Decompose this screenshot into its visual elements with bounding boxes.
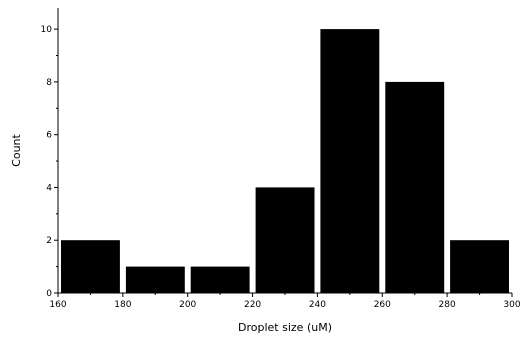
bar-200-220 bbox=[190, 266, 250, 293]
x-tick-label-240: 240 bbox=[309, 300, 326, 310]
x-tick-label-300: 300 bbox=[503, 300, 520, 310]
bar-220-240 bbox=[255, 187, 315, 293]
y-tick-label-10: 10 bbox=[41, 25, 53, 35]
x-tick-label-280: 280 bbox=[439, 300, 456, 310]
x-tick-label-160: 160 bbox=[49, 300, 66, 310]
y-tick-label-0: 0 bbox=[46, 289, 52, 299]
y-tick-label-4: 4 bbox=[46, 183, 52, 193]
bar-260-280 bbox=[385, 81, 445, 294]
y-tick-label-2: 2 bbox=[46, 236, 52, 246]
bar-160-180 bbox=[61, 240, 120, 293]
x-tick-label-180: 180 bbox=[114, 300, 131, 310]
bar-280-300 bbox=[450, 240, 509, 293]
bar-240-260 bbox=[320, 29, 380, 293]
x-tick-label-200: 200 bbox=[179, 300, 196, 310]
x-tick-label-260: 260 bbox=[374, 300, 391, 310]
y-axis-label: Count bbox=[10, 133, 23, 166]
x-tick-label-220: 220 bbox=[244, 300, 261, 310]
bar-180-200 bbox=[125, 266, 185, 293]
y-tick-label-8: 8 bbox=[46, 78, 52, 88]
bars-layer bbox=[61, 29, 509, 294]
ticks-layer: 160 180 200 220 240 260 280 300 0 2 4 6 8 10 bbox=[41, 25, 521, 310]
y-tick-label-6: 6 bbox=[46, 131, 52, 141]
x-axis-label: Droplet size (uM) bbox=[238, 321, 332, 334]
